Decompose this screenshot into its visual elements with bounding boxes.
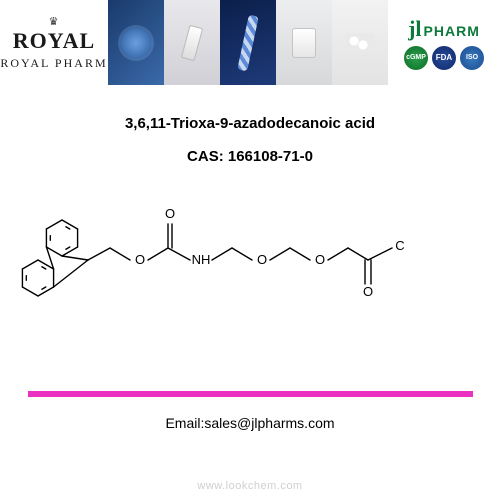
vial-icon [181, 24, 203, 60]
tile-jar [276, 0, 332, 85]
pills-icon [345, 33, 375, 53]
cas-line: CAS: 166108-71-0 [0, 148, 500, 165]
svg-text:C: C [395, 238, 404, 253]
virus-icon [121, 28, 151, 58]
cas-label: CAS: [187, 148, 224, 165]
royal-logo-block: ♛ ROYAL ROYAL PHARM [0, 0, 108, 85]
tile-vials [164, 0, 220, 85]
jl-logo-block: jl PHARM cGMP FDA ISO [388, 0, 500, 85]
jar-icon [292, 28, 316, 58]
title-block: 3,6,11-Trioxa-9-azadodecanoic acid CAS: … [0, 115, 500, 165]
cas-number: 166108-71-0 [228, 148, 313, 165]
email-label: Email: [165, 415, 204, 431]
tile-dna [220, 0, 276, 85]
svg-text:O: O [165, 206, 175, 221]
svg-text:O: O [315, 252, 325, 267]
divider [28, 391, 473, 397]
royal-subtext: ROYAL PHARM [0, 56, 107, 71]
chemical-structure: O O NH O O O C [0, 190, 420, 360]
cert-badges: cGMP FDA ISO [404, 46, 484, 70]
email-address: sales@jlpharms.com [204, 415, 334, 431]
royal-wordmark: ROYAL [13, 28, 95, 54]
photo-tiles [108, 0, 388, 85]
dna-icon [237, 14, 258, 71]
jl-word: PHARM [424, 23, 480, 39]
email-line: Email:sales@jlpharms.com [0, 415, 500, 431]
svg-text:O: O [257, 252, 267, 267]
cgmp-badge: cGMP [404, 46, 428, 70]
watermark: www.lookchem.com [197, 480, 302, 492]
svg-text:O: O [135, 252, 145, 267]
iso-badge: ISO [460, 46, 484, 70]
tile-pills [332, 0, 388, 85]
svg-text:NH: NH [192, 252, 211, 267]
fda-badge: FDA [432, 46, 456, 70]
banner: ♛ ROYAL ROYAL PHARM jl PHARM cGMP FDA IS… [0, 0, 500, 85]
compound-name: 3,6,11-Trioxa-9-azadodecanoic acid [0, 115, 500, 132]
svg-text:O: O [363, 284, 373, 299]
jl-mark: jl [408, 16, 421, 42]
product-card: ♛ ROYAL ROYAL PHARM jl PHARM cGMP FDA IS… [0, 0, 500, 500]
crown-icon: ♛ [49, 15, 60, 28]
tile-virus [108, 0, 164, 85]
